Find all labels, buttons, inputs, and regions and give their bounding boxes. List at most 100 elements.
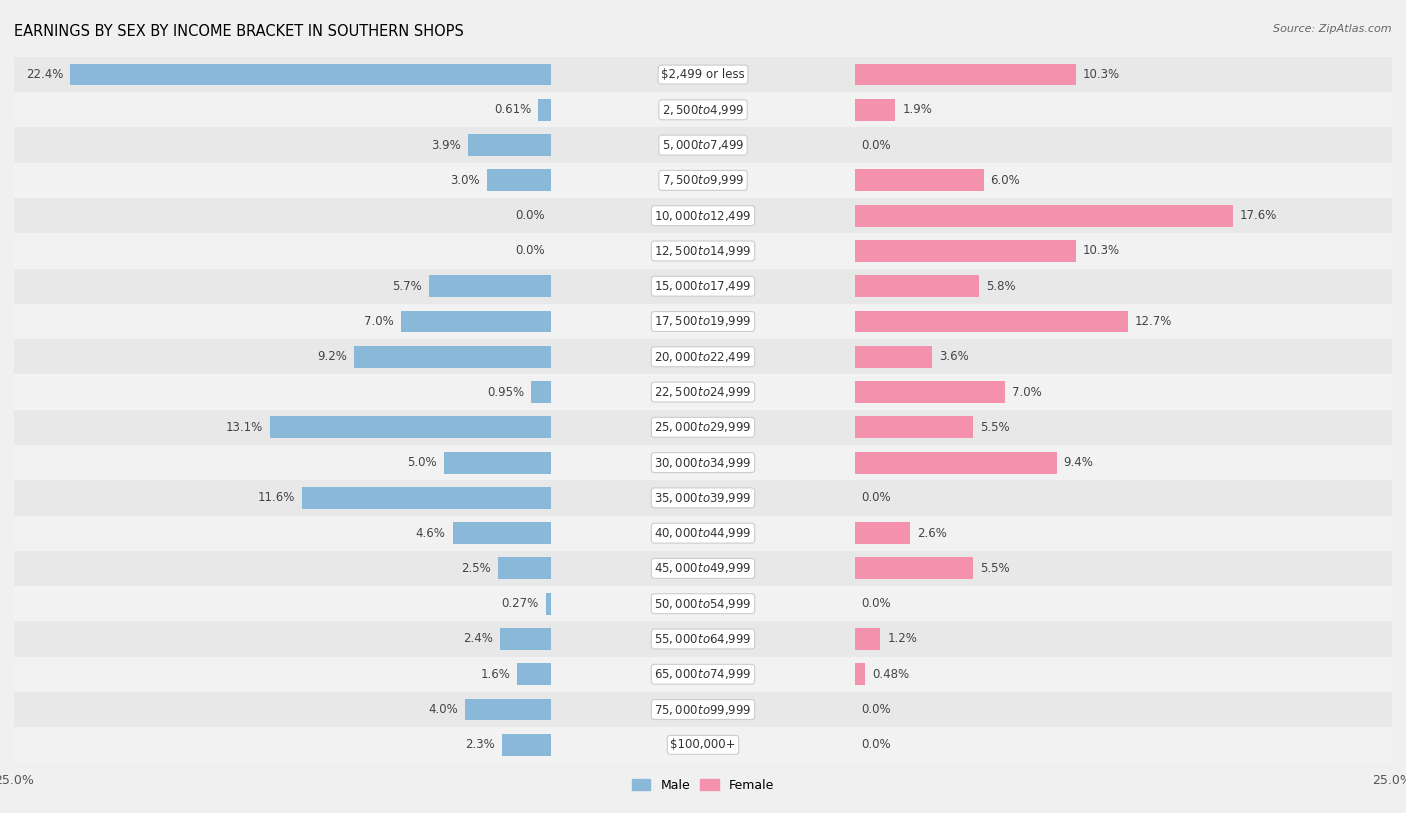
- Text: 7.0%: 7.0%: [1012, 385, 1042, 398]
- Text: 11.6%: 11.6%: [257, 491, 295, 504]
- Text: $5,000 to $7,499: $5,000 to $7,499: [662, 138, 744, 152]
- Text: $12,500 to $14,999: $12,500 to $14,999: [654, 244, 752, 258]
- Bar: [517, 663, 551, 685]
- Text: 5.0%: 5.0%: [408, 456, 437, 469]
- Bar: [429, 276, 551, 297]
- Text: 0.0%: 0.0%: [862, 138, 891, 151]
- Bar: [502, 734, 551, 756]
- Text: 10.3%: 10.3%: [1083, 68, 1121, 81]
- Bar: [546, 593, 551, 615]
- Bar: [486, 169, 551, 191]
- Text: 0.27%: 0.27%: [502, 598, 538, 611]
- Text: 5.8%: 5.8%: [986, 280, 1015, 293]
- Bar: [531, 381, 551, 403]
- Text: 1.2%: 1.2%: [887, 633, 917, 646]
- Text: $35,000 to $39,999: $35,000 to $39,999: [654, 491, 752, 505]
- Bar: [14, 445, 1392, 480]
- Bar: [14, 727, 1392, 763]
- Text: 0.0%: 0.0%: [862, 703, 891, 716]
- Text: 1.6%: 1.6%: [481, 667, 510, 680]
- Text: 0.95%: 0.95%: [486, 385, 524, 398]
- Text: 3.6%: 3.6%: [939, 350, 969, 363]
- Text: $45,000 to $49,999: $45,000 to $49,999: [654, 562, 752, 576]
- Bar: [538, 99, 551, 121]
- Bar: [14, 480, 1392, 515]
- Text: 4.6%: 4.6%: [416, 527, 446, 540]
- Bar: [14, 375, 1392, 410]
- Bar: [855, 311, 1128, 333]
- Bar: [70, 63, 551, 85]
- Text: $20,000 to $22,499: $20,000 to $22,499: [654, 350, 752, 363]
- Text: $10,000 to $12,499: $10,000 to $12,499: [654, 209, 752, 223]
- Bar: [501, 628, 551, 650]
- Text: 9.4%: 9.4%: [1063, 456, 1094, 469]
- Bar: [855, 628, 880, 650]
- Text: $65,000 to $74,999: $65,000 to $74,999: [654, 667, 752, 681]
- Text: 2.4%: 2.4%: [463, 633, 494, 646]
- Text: 0.0%: 0.0%: [515, 209, 544, 222]
- Text: EARNINGS BY SEX BY INCOME BRACKET IN SOUTHERN SHOPS: EARNINGS BY SEX BY INCOME BRACKET IN SOU…: [14, 24, 464, 39]
- Text: 0.0%: 0.0%: [862, 598, 891, 611]
- Text: $100,000+: $100,000+: [671, 738, 735, 751]
- Bar: [855, 205, 1233, 227]
- Text: $22,500 to $24,999: $22,500 to $24,999: [654, 385, 752, 399]
- Text: 0.0%: 0.0%: [862, 738, 891, 751]
- Text: 3.9%: 3.9%: [432, 138, 461, 151]
- Text: 7.0%: 7.0%: [364, 315, 394, 328]
- Bar: [465, 698, 551, 720]
- Text: $25,000 to $29,999: $25,000 to $29,999: [654, 420, 752, 434]
- Bar: [855, 452, 1057, 473]
- Text: $15,000 to $17,499: $15,000 to $17,499: [654, 279, 752, 293]
- Bar: [855, 558, 973, 580]
- Bar: [855, 169, 984, 191]
- Bar: [14, 233, 1392, 268]
- Bar: [855, 663, 865, 685]
- Text: 0.61%: 0.61%: [494, 103, 531, 116]
- Bar: [354, 346, 551, 367]
- Text: 9.2%: 9.2%: [316, 350, 347, 363]
- Text: $75,000 to $99,999: $75,000 to $99,999: [654, 702, 752, 716]
- Bar: [14, 410, 1392, 445]
- Bar: [14, 128, 1392, 163]
- Bar: [453, 522, 551, 544]
- Bar: [14, 692, 1392, 727]
- Text: 5.5%: 5.5%: [980, 562, 1010, 575]
- Bar: [14, 621, 1392, 657]
- Text: $30,000 to $34,999: $30,000 to $34,999: [654, 455, 752, 470]
- Text: 0.0%: 0.0%: [515, 245, 544, 258]
- Bar: [14, 657, 1392, 692]
- Text: 5.7%: 5.7%: [392, 280, 422, 293]
- Text: 17.6%: 17.6%: [1240, 209, 1277, 222]
- Bar: [855, 522, 911, 544]
- Bar: [14, 515, 1392, 550]
- Text: 12.7%: 12.7%: [1135, 315, 1171, 328]
- Text: 10.3%: 10.3%: [1083, 245, 1121, 258]
- Text: $55,000 to $64,999: $55,000 to $64,999: [654, 632, 752, 646]
- Bar: [14, 339, 1392, 375]
- Text: 2.3%: 2.3%: [465, 738, 495, 751]
- Bar: [855, 63, 1076, 85]
- Text: 5.5%: 5.5%: [980, 421, 1010, 434]
- Text: 6.0%: 6.0%: [990, 174, 1021, 187]
- Text: 4.0%: 4.0%: [429, 703, 458, 716]
- Bar: [270, 416, 551, 438]
- Bar: [14, 57, 1392, 92]
- Bar: [444, 452, 551, 473]
- Text: $17,500 to $19,999: $17,500 to $19,999: [654, 315, 752, 328]
- Text: 1.9%: 1.9%: [903, 103, 932, 116]
- Bar: [14, 550, 1392, 586]
- Text: $40,000 to $44,999: $40,000 to $44,999: [654, 526, 752, 540]
- Text: Source: ZipAtlas.com: Source: ZipAtlas.com: [1274, 24, 1392, 34]
- Text: 22.4%: 22.4%: [25, 68, 63, 81]
- Bar: [855, 240, 1076, 262]
- Bar: [14, 586, 1392, 621]
- Text: 0.48%: 0.48%: [872, 667, 908, 680]
- Text: 3.0%: 3.0%: [450, 174, 479, 187]
- Bar: [468, 134, 551, 156]
- Bar: [855, 276, 979, 297]
- Bar: [14, 163, 1392, 198]
- Text: 13.1%: 13.1%: [226, 421, 263, 434]
- Bar: [498, 558, 551, 580]
- Text: $2,499 or less: $2,499 or less: [661, 68, 745, 81]
- Bar: [855, 346, 932, 367]
